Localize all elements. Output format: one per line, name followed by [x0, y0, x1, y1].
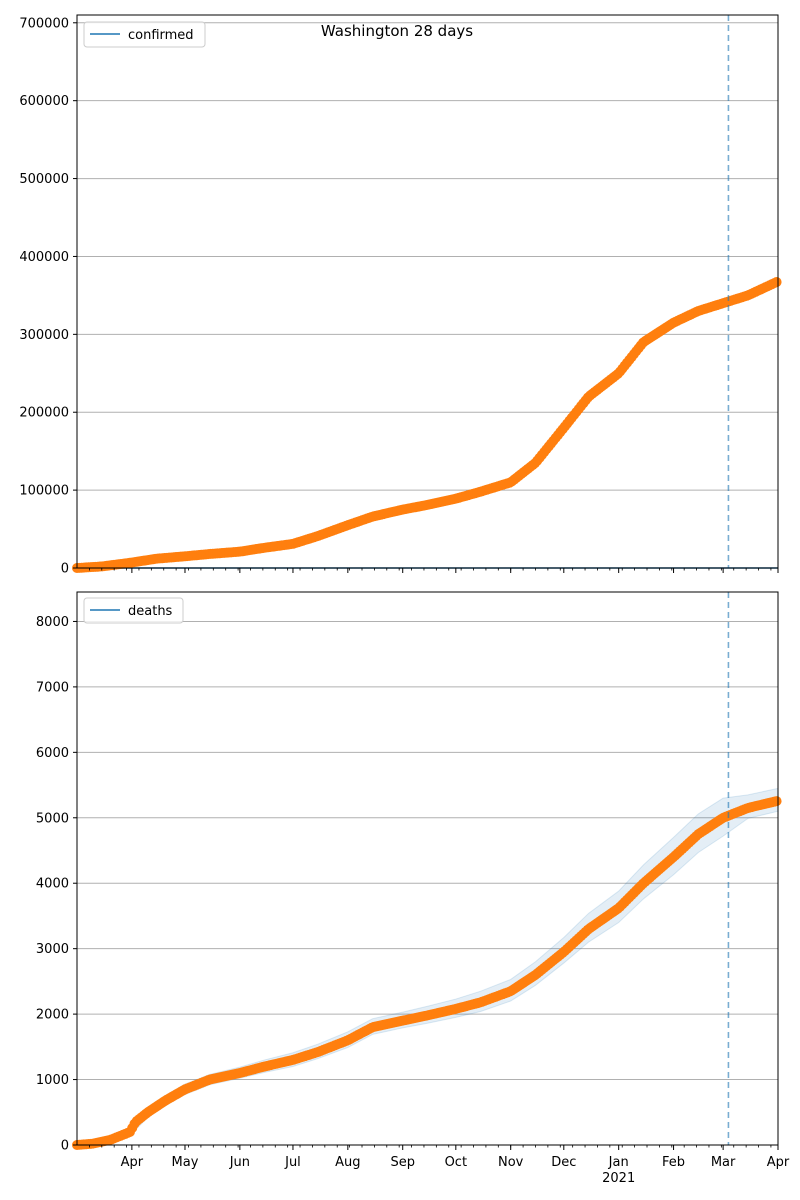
- deaths-panel: 0 1000 2000 3000 4000 5000 6000 7000 8000 Apr May J…: [36, 591, 790, 1186]
- deaths-frame: [76, 591, 779, 1146]
- deaths-x-tick-label: Jan: [608, 1155, 629, 1170]
- confirmed-legend-label: confirmed: [128, 28, 194, 43]
- confirmed-y-tick-label: 0: [61, 562, 69, 577]
- confirmed-y-tick-label: 200000: [19, 406, 69, 421]
- deaths-legend-label: deaths: [128, 604, 173, 619]
- confirmed-legend: confirmed: [83, 21, 206, 48]
- deaths-x-tick-label: Apr: [767, 1155, 790, 1170]
- deaths-legend-box: [83, 597, 184, 624]
- deaths-y-tick-label: 0: [61, 1139, 69, 1154]
- figure-title: Washington 28 days: [321, 22, 473, 40]
- deaths-y-tick-label: 1000: [36, 1073, 69, 1088]
- deaths-observed-point: [771, 796, 782, 807]
- deaths-legend: deaths: [83, 597, 184, 624]
- deaths-y-tick-label: 3000: [36, 942, 69, 957]
- confirmed-frame: [76, 14, 779, 569]
- confirmed-observed-markers: [72, 277, 782, 573]
- confirmed-y-tick-label: 500000: [19, 172, 69, 187]
- confirmed-y-tick-label: 300000: [19, 328, 69, 343]
- deaths-band: [129, 787, 779, 1137]
- deaths-tick-labels: 0 1000 2000 3000 4000 5000 6000 7000 8000 Apr May J…: [36, 615, 790, 1186]
- confirmed-gridlines: [77, 22, 778, 569]
- deaths-x-tick-label: Jul: [284, 1155, 301, 1170]
- deaths-y-tick-label: 4000: [36, 877, 69, 892]
- deaths-year-label: 2021: [602, 1171, 635, 1186]
- confirmed-y-tick-label: 600000: [19, 94, 69, 109]
- deaths-observed-markers: [72, 796, 782, 1150]
- deaths-y-tick-label: 6000: [36, 746, 69, 761]
- confirmed-axes: [73, 14, 779, 573]
- confirmed-y-tick-labels: 0 100000 200000 300000 400000 500000 600000 700…: [19, 16, 69, 576]
- confirmed-panel: 0 100000 200000 300000 400000 500000 600000 700…: [19, 14, 782, 577]
- deaths-x-tick-label: Dec: [551, 1155, 576, 1170]
- confirmed-observed-point: [771, 277, 782, 288]
- deaths-x-tick-label: Jun: [229, 1155, 250, 1170]
- deaths-y-tick-label: 8000: [36, 615, 69, 630]
- confirmed-y-tick-label: 700000: [19, 16, 69, 31]
- confirmed-y-tick-label: 400000: [19, 250, 69, 265]
- deaths-y-tick-label: 7000: [36, 680, 69, 695]
- deaths-x-tick-label: Nov: [498, 1155, 524, 1170]
- confirmed-legend-box: [83, 21, 206, 48]
- deaths-x-tick-label: Sep: [390, 1155, 415, 1170]
- deaths-x-tick-label: Apr: [121, 1155, 144, 1170]
- deaths-x-tick-label: May: [172, 1155, 199, 1170]
- deaths-x-tick-label: Feb: [662, 1155, 685, 1170]
- deaths-axes: [73, 591, 779, 1150]
- confirmed-y-tick-label: 100000: [19, 484, 69, 499]
- deaths-gridlines: [77, 620, 778, 1146]
- deaths-uncertainty-band: [129, 787, 779, 1137]
- deaths-x-tick-label: Oct: [445, 1155, 467, 1170]
- deaths-x-tick-label: Mar: [711, 1155, 736, 1170]
- deaths-y-tick-label: 5000: [36, 811, 69, 826]
- deaths-y-tick-label: 2000: [36, 1008, 69, 1023]
- deaths-x-tick-label: Aug: [335, 1155, 360, 1170]
